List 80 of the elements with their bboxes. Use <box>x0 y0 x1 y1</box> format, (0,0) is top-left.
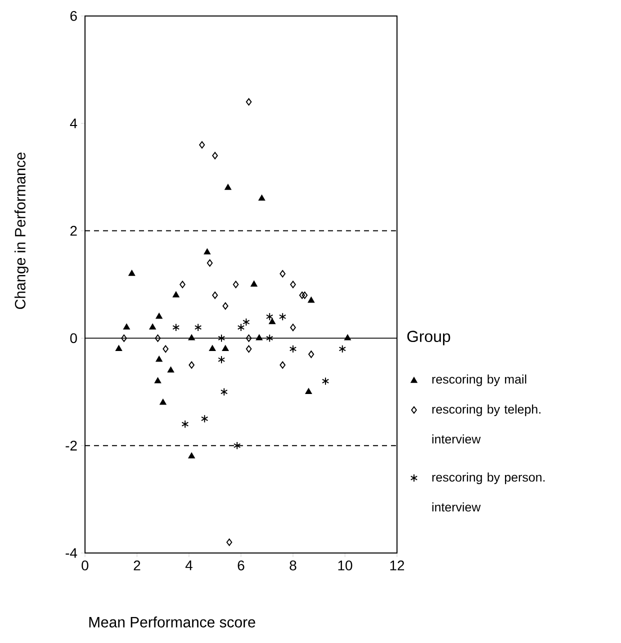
y-tick-label: 6 <box>70 11 77 21</box>
point <box>224 184 232 190</box>
y-tick-label: 2 <box>70 226 77 236</box>
x-tick-label: 10 <box>338 560 352 570</box>
point <box>246 345 252 353</box>
point <box>188 452 195 458</box>
point <box>181 420 189 428</box>
point <box>168 366 174 373</box>
point <box>344 334 351 340</box>
point <box>232 280 239 288</box>
point <box>246 98 252 106</box>
point <box>172 323 180 332</box>
point <box>199 141 205 149</box>
point <box>308 350 314 358</box>
point <box>237 323 245 332</box>
y-tick-label: -4 <box>66 548 78 558</box>
point <box>242 318 250 326</box>
point <box>289 344 297 354</box>
point <box>266 312 274 321</box>
point <box>246 334 252 342</box>
x-tick-label: 12 <box>390 560 404 570</box>
point <box>222 302 228 310</box>
point <box>156 313 162 319</box>
point <box>322 377 330 386</box>
point <box>302 292 308 299</box>
point <box>290 324 296 332</box>
point <box>268 318 276 324</box>
y-tick-label: 0 <box>70 333 77 344</box>
point <box>206 259 213 267</box>
point <box>218 334 226 342</box>
point <box>149 324 156 330</box>
y-tick-label: 4 <box>70 118 78 128</box>
point <box>194 323 202 332</box>
point <box>338 344 346 354</box>
point <box>250 280 258 287</box>
point <box>233 442 241 450</box>
point <box>220 388 228 396</box>
x-tick-label: 6 <box>238 560 244 570</box>
point <box>156 356 162 362</box>
point <box>212 292 218 299</box>
legend-title: Group <box>407 330 450 346</box>
legend-label: rescoring by mail <box>432 374 526 386</box>
point <box>154 377 162 384</box>
point <box>123 324 130 330</box>
point <box>154 334 161 342</box>
point <box>226 538 232 546</box>
point <box>160 398 166 405</box>
y-tick-label: -2 <box>66 440 77 450</box>
point <box>121 334 127 342</box>
point <box>188 361 194 369</box>
point <box>258 194 266 201</box>
point <box>180 280 186 288</box>
point <box>128 270 136 276</box>
text: rescoring by person. interview <box>432 472 545 512</box>
x-tick-label: 2 <box>134 560 140 570</box>
point <box>305 388 312 394</box>
point <box>308 296 314 303</box>
point <box>280 270 286 278</box>
x-tick-label: 8 <box>290 560 296 570</box>
point <box>222 345 229 352</box>
point <box>278 312 286 321</box>
point <box>290 280 296 288</box>
x-tick-label: 0 <box>82 560 88 570</box>
point <box>172 292 180 298</box>
point <box>299 292 305 299</box>
x-tick-label: 4 <box>185 560 192 570</box>
point <box>212 152 218 160</box>
point <box>218 356 226 364</box>
x-axis-title: Mean Performance score <box>89 616 256 628</box>
text: rescoring by teleph. interview <box>432 404 540 444</box>
point <box>204 248 210 254</box>
point <box>256 334 262 340</box>
point <box>280 361 286 369</box>
point <box>116 345 122 352</box>
y-axis-title: Change in Performance <box>14 152 28 309</box>
point <box>188 334 195 340</box>
point <box>162 345 168 353</box>
point <box>266 334 274 342</box>
point <box>209 345 216 352</box>
point <box>200 414 208 423</box>
